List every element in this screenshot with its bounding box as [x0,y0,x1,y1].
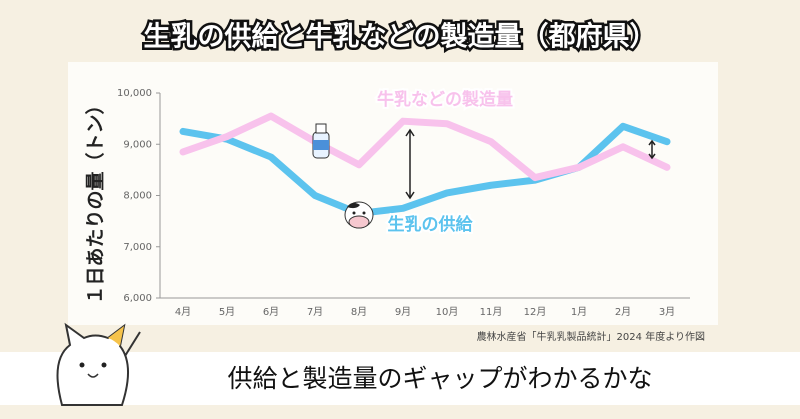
x-tick-label: 7月 [307,306,323,318]
x-tick-label: 1月 [571,306,587,318]
caption-band [0,352,800,405]
x-tick-label: 10月 [436,306,459,318]
y-tick-label: 9,000 [123,139,152,150]
y-tick-label: 10,000 [117,88,152,99]
source-note: 農林水産省「牛乳乳製品統計」2024 年度より作図 [477,330,705,343]
x-tick-label: 8月 [351,306,367,318]
plot-panel [68,62,718,325]
cat-icon [56,322,141,406]
series-label: 生乳の供給 [388,214,474,235]
series-line [179,112,671,182]
x-tick-label: 5月 [219,306,235,318]
x-tick-label: 12月 [524,306,547,318]
y-tick-label: 8,000 [123,191,152,202]
x-tick-label: 3月 [659,306,675,318]
x-tick-label: 11月 [480,306,503,318]
y-axis-label: １日あたりの量（トン） [84,95,107,304]
x-tick-label: 6月 [263,306,279,318]
chart-title: 生乳の供給と牛乳などの製造量（都府県） [144,21,657,53]
caption: 供給と製造量のギャップがわかるかな [227,364,652,393]
x-tick-label: 4月 [175,306,191,318]
series-label: 牛乳などの製造量 [377,89,513,110]
milk-bottle-icon [312,123,330,159]
x-tick-label: 2月 [615,306,631,318]
cow-icon [344,201,374,229]
x-tick-label: 9月 [395,306,411,318]
gap-arrow [405,128,656,200]
y-tick-label: 6,000 [123,293,152,304]
y-tick-label: 7,000 [123,242,152,253]
